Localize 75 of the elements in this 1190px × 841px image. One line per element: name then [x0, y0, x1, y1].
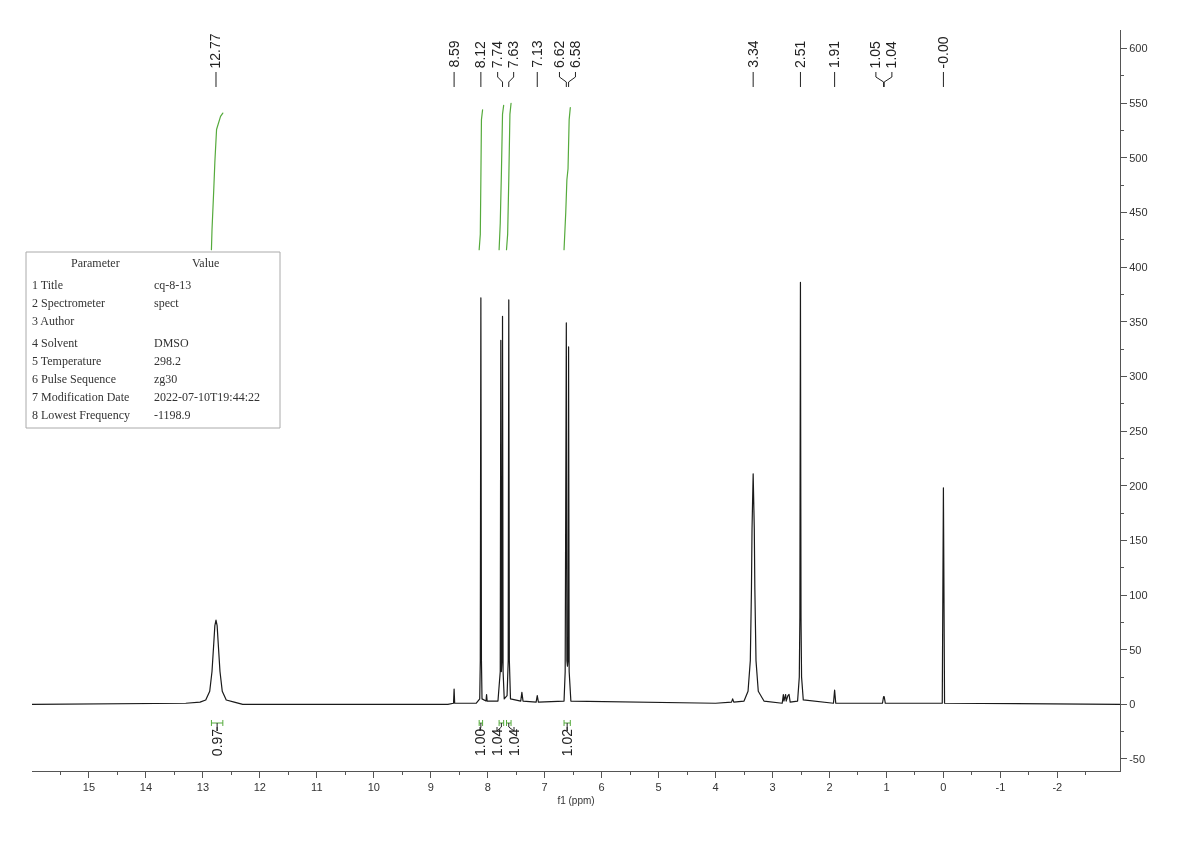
annotation: 4 Solvent [32, 336, 79, 350]
line-series [498, 104, 505, 251]
y-tick-label: 200 [1129, 479, 1148, 492]
annotation: 1 Title [32, 278, 64, 292]
annotation: 2.51 [791, 40, 808, 68]
annotation: Value [192, 256, 220, 270]
annotation: 3 Author [32, 314, 75, 328]
y-tick-label: 150 [1129, 534, 1148, 547]
x-tick-label: -2 [1052, 781, 1063, 794]
annotation: 2 Spectrometer [32, 296, 105, 310]
x-tick-label: 11 [311, 781, 323, 794]
y-tick-label: 100 [1129, 588, 1148, 601]
annotation: 298.2 [154, 354, 181, 368]
x-tick-label: 7 [541, 781, 548, 794]
x-tick-label: 1 [883, 781, 890, 794]
annotation: 2022-07-10T19:44:22 [154, 390, 260, 404]
x-tick-label: 6 [598, 781, 605, 794]
annotation: Parameter [71, 256, 120, 270]
annotation: 1.00 [472, 728, 489, 757]
annotation: 5 Temperature [32, 354, 102, 368]
x-tick-label: 2 [826, 781, 833, 794]
annotation: 8.12 [472, 40, 489, 69]
y-tick-label: 400 [1129, 261, 1148, 274]
annotation: 1.02 [559, 728, 576, 757]
annotation: spect [154, 296, 180, 310]
x-tick-label: 15 [82, 781, 96, 794]
line-series [210, 112, 224, 251]
annotation: 1.05 [867, 40, 884, 69]
y-tick-label: 250 [1129, 424, 1148, 437]
x-axis-title: f1 (ppm) [557, 794, 595, 806]
annotation: 8 Lowest Frequency [32, 408, 130, 422]
x-tick-label: 13 [196, 781, 210, 794]
x-tick-label: 8 [484, 781, 491, 794]
annotation: 7.13 [528, 40, 545, 68]
x-tick-label: 9 [427, 781, 434, 794]
annotation: 7.63 [505, 40, 522, 69]
annotation: DMSO [154, 336, 190, 350]
annotation: 7.74 [489, 40, 506, 69]
annotation: 6 Pulse Sequence [32, 372, 116, 386]
annotation: 8.59 [445, 40, 462, 68]
annotation: 1.91 [826, 40, 843, 69]
annotation: 7 Modification Date [32, 390, 130, 404]
x-tick-label: 5 [655, 781, 662, 794]
line-series [32, 281, 1120, 705]
annotation: cq-8-13 [154, 278, 192, 292]
annotation: 1.04 [489, 728, 506, 757]
line-series [505, 102, 512, 251]
annotation: 1.04 [883, 40, 900, 69]
x-tick-label: -1 [995, 781, 1006, 794]
annotation: 6.58 [566, 40, 583, 68]
line-series [478, 109, 484, 251]
y-tick-label: 500 [1129, 151, 1148, 164]
y-tick-label: 550 [1129, 97, 1148, 110]
y-tick-label: 600 [1129, 42, 1148, 55]
y-tick-label: -50 [1129, 752, 1146, 765]
x-tick-label: 4 [712, 781, 719, 794]
x-tick-label: 3 [769, 781, 776, 794]
x-tick-label: 10 [367, 781, 380, 794]
y-tick-label: 450 [1129, 206, 1148, 219]
annotation: 12.77 [207, 33, 224, 69]
x-tick-label: 0 [940, 781, 947, 794]
x-tick-label: 14 [139, 781, 153, 794]
annotation: 1.04 [506, 728, 523, 757]
y-tick-label: 0 [1129, 698, 1136, 711]
annotation: 6.62 [550, 40, 567, 68]
annotation: 0.97 [209, 728, 226, 757]
y-tick-label: 300 [1129, 370, 1148, 383]
annotation: zg30 [154, 372, 178, 386]
annotation: -1198.9 [154, 408, 191, 422]
annotation: -0.00 [935, 36, 952, 69]
annotation: 3.34 [744, 40, 761, 68]
y-tick-label: 50 [1129, 643, 1142, 656]
y-tick-label: 350 [1129, 315, 1148, 328]
line-series [563, 107, 571, 251]
x-tick-label: 12 [253, 781, 266, 794]
